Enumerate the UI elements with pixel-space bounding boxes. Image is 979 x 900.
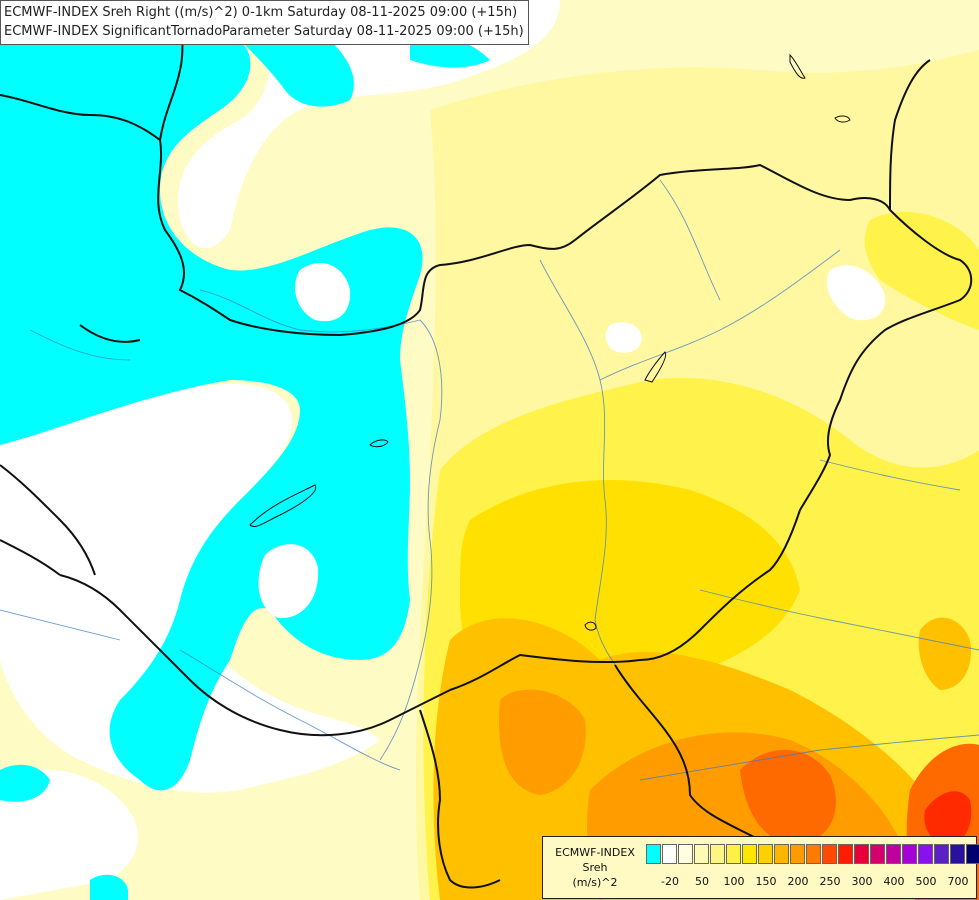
- legend-title-param: Sreh: [582, 861, 608, 874]
- legend-swatch: [918, 844, 933, 864]
- field-white-hole-mid-2: [258, 544, 319, 619]
- lake-6: [584, 621, 597, 631]
- legend-swatch: [902, 844, 917, 864]
- legend-tick-label: 500: [915, 875, 937, 888]
- map-title-sreh: ECMWF-INDEX Sreh Right ((m/s)^2) 0-1km S…: [4, 5, 518, 20]
- lake-5: [644, 351, 667, 383]
- color-legend: ECMWF-INDEX Sreh (m/s)^2 -20 50 100 150 200 2…: [542, 836, 979, 899]
- legend-swatch: [662, 844, 677, 864]
- legend-ticks: -20 50 100 150 200 250 300 400 500 700: [646, 875, 976, 891]
- lake-4: [369, 439, 389, 448]
- legend-swatch: [966, 844, 979, 864]
- legend-swatch: [838, 844, 853, 864]
- legend-tick-label: 700: [947, 875, 969, 888]
- legend-tick-label: 100: [723, 875, 745, 888]
- legend-swatch: [822, 844, 837, 864]
- legend-swatch: [646, 844, 661, 864]
- lake-1: [789, 53, 806, 79]
- legend-tick-label: 400: [883, 875, 905, 888]
- legend-title-model: ECMWF-INDEX: [555, 846, 635, 859]
- legend-title: ECMWF-INDEX Sreh (m/s)^2: [545, 845, 645, 890]
- legend-swatch: [950, 844, 965, 864]
- legend-tick-label: 50: [695, 875, 709, 888]
- field-cyan-south-blob: [90, 874, 128, 900]
- legend-swatch: [758, 844, 773, 864]
- legend-tick-label: 300: [851, 875, 873, 888]
- map-title-stp: ECMWF-INDEX SignificantTornadoParameter …: [4, 24, 524, 39]
- field-red-east: [924, 791, 972, 845]
- field-white-sw: [0, 769, 139, 900]
- legend-swatch: [854, 844, 869, 864]
- map-title-box: ECMWF-INDEX Sreh Right ((m/s)^2) 0-1km S…: [0, 0, 529, 45]
- legend-title-unit: (m/s)^2: [572, 876, 618, 889]
- field-cyan-west: [0, 40, 423, 791]
- legend-swatch: [870, 844, 885, 864]
- lake-2: [834, 115, 851, 123]
- legend-tick-label: 250: [819, 875, 841, 888]
- field-yellow-ne: [864, 211, 979, 330]
- rivers: [0, 179, 979, 781]
- field-cyan-north: [240, 40, 354, 107]
- legend-tick-label: -20: [661, 875, 679, 888]
- field-cyan-sw-blob: [0, 764, 50, 802]
- field-white-hole-north-2: [295, 262, 351, 322]
- legend-tick-label: 150: [755, 875, 777, 888]
- field-white-east: [826, 265, 886, 321]
- legend-swatch: [774, 844, 789, 864]
- legend-swatch: [710, 844, 725, 864]
- legend-swatches: [646, 844, 979, 866]
- field-orange-west: [499, 689, 586, 795]
- legend-swatch: [726, 844, 741, 864]
- field-white-center: [605, 322, 642, 353]
- legend-swatch: [790, 844, 805, 864]
- legend-swatch: [886, 844, 901, 864]
- lake-3: [249, 484, 317, 528]
- legend-swatch: [678, 844, 693, 864]
- legend-tick-label: 200: [787, 875, 809, 888]
- legend-swatch: [934, 844, 949, 864]
- legend-swatch: [806, 844, 821, 864]
- legend-swatch: [742, 844, 757, 864]
- field-orange-ne: [918, 617, 971, 690]
- field-deep-orange: [740, 749, 836, 845]
- legend-swatch: [694, 844, 709, 864]
